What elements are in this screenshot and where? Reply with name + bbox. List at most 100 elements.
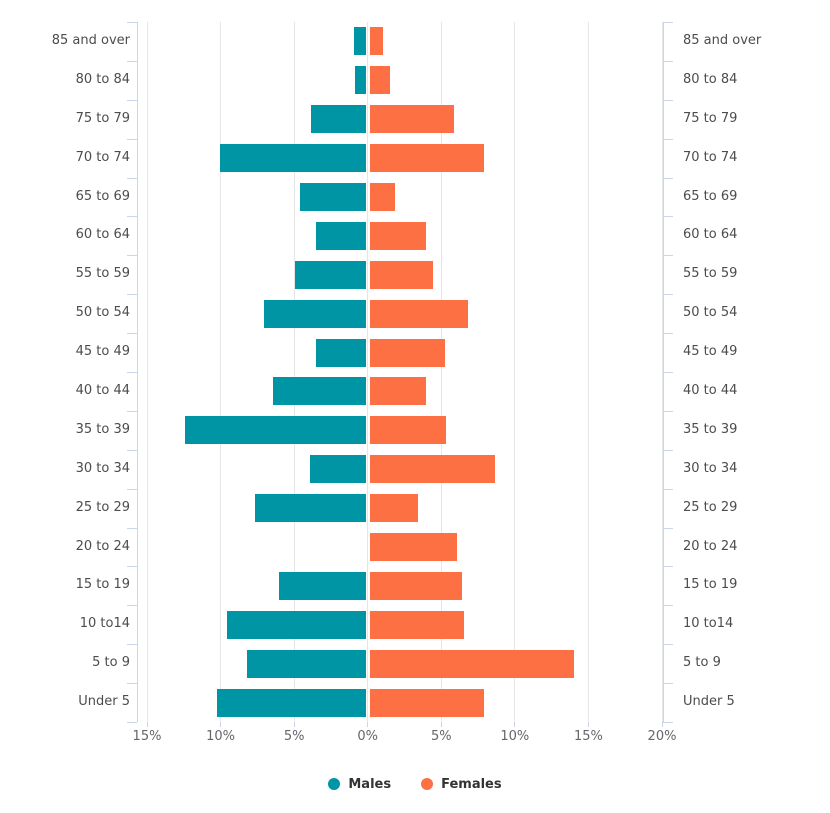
bar-females-30-to-34[interactable] — [369, 455, 495, 484]
category-axis-tick-left — [127, 488, 137, 490]
bar-females-25-to-29[interactable] — [369, 494, 419, 523]
y-axis-label-left: 30 to 34 — [75, 460, 130, 476]
category-axis-tick-left — [127, 566, 137, 568]
x-axis-tick-mark — [514, 722, 516, 727]
bar-females-35-to-39[interactable] — [369, 416, 447, 445]
bar-females-5-to-9[interactable] — [369, 649, 575, 678]
bar-males-75-to-79[interactable] — [311, 105, 366, 134]
category-axis-tick-right — [663, 255, 673, 257]
y-axis-label-left: 55 to 59 — [75, 266, 130, 282]
y-axis-label-left: 70 to 74 — [75, 149, 130, 165]
y-axis-label-left: 5 to 9 — [92, 655, 130, 671]
x-axis-tick-mark — [220, 722, 222, 727]
category-axis-tick-right — [663, 449, 673, 451]
gridline — [146, 22, 148, 722]
category-axis-tick-right — [663, 488, 673, 490]
category-axis-tick-right — [663, 177, 673, 179]
category-axis-tick-right — [663, 605, 673, 607]
gridline — [661, 22, 663, 722]
y-axis-label-left: 75 to 79 — [75, 110, 130, 126]
category-axis-tick-right — [663, 22, 673, 23]
bar-females-15-to-19[interactable] — [369, 571, 463, 600]
x-axis-tick-mark — [587, 722, 589, 727]
bar-females-60-to-64[interactable] — [369, 221, 426, 250]
bar-males-40-to-44[interactable] — [273, 377, 366, 406]
y-axis-label-right: 45 to 49 — [683, 344, 738, 360]
y-axis-label-right: 20 to 24 — [683, 538, 738, 554]
gridline — [293, 22, 295, 722]
y-axis-label-left: 35 to 39 — [75, 421, 130, 437]
y-axis-label-right: 70 to 74 — [683, 149, 738, 165]
category-axis-tick-right — [663, 527, 673, 529]
y-axis-label-right: 10 to14 — [683, 616, 734, 632]
category-axis-tick-right — [663, 60, 673, 62]
legend-item-females[interactable]: Females — [421, 777, 502, 792]
bar-males-5-to-9[interactable] — [246, 649, 366, 678]
chart-legend: Males Females — [0, 772, 830, 796]
bar-males-50-to-54[interactable] — [264, 299, 366, 328]
bar-females-70-to-74[interactable] — [369, 144, 485, 173]
bar-males-45-to-49[interactable] — [315, 338, 366, 367]
bar-females-10-to14[interactable] — [369, 610, 464, 639]
bar-males-10-to14[interactable] — [227, 610, 366, 639]
bar-males-25-to-29[interactable] — [255, 494, 366, 523]
category-axis-tick-right — [663, 644, 673, 646]
x-axis-tick-mark — [661, 722, 663, 727]
y-axis-label-right: 65 to 69 — [683, 188, 738, 204]
category-axis-tick-right — [663, 216, 673, 218]
y-axis-label-left: 10 to14 — [79, 616, 130, 632]
y-axis-label-right: 50 to 54 — [683, 305, 738, 321]
bar-males-70-to-74[interactable] — [220, 144, 366, 173]
gridline — [440, 22, 442, 722]
x-axis-tick-label: 15% — [573, 729, 603, 744]
x-axis-tick-mark — [367, 722, 369, 727]
category-axis-tick-left — [127, 99, 137, 101]
x-axis-tick-mark — [440, 722, 442, 727]
y-axis-label-left: 15 to 19 — [75, 577, 130, 593]
legend-item-males[interactable]: Males — [328, 777, 391, 792]
category-axis-tick-left — [127, 138, 137, 140]
bar-males-80-to-84[interactable] — [355, 66, 366, 95]
bar-males-15-to-19[interactable] — [278, 571, 366, 600]
y-axis-label-right: 5 to 9 — [683, 655, 721, 671]
category-axis-tick-right — [663, 722, 673, 723]
x-axis-tick-label: 5% — [430, 729, 452, 744]
y-axis-label-left: 45 to 49 — [75, 344, 130, 360]
bar-females-65-to-69[interactable] — [369, 183, 395, 211]
category-axis-tick-left — [127, 449, 137, 451]
bar-females-80-to-84[interactable] — [369, 66, 391, 95]
y-axis-label-right: 80 to 84 — [683, 71, 738, 87]
bar-females-45-to-49[interactable] — [369, 338, 445, 367]
y-axis-label-right: 35 to 39 — [683, 421, 738, 437]
y-axis-label-right: 15 to 19 — [683, 577, 738, 593]
y-axis-label-left: Under 5 — [78, 694, 130, 710]
bar-males-under-5[interactable] — [217, 688, 366, 717]
bar-females-40-to-44[interactable] — [369, 377, 426, 406]
females-legend-label: Females — [441, 776, 502, 792]
bar-males-85-and-over[interactable] — [353, 27, 366, 56]
bar-females-under-5[interactable] — [369, 688, 485, 717]
bar-females-75-to-79[interactable] — [369, 105, 454, 134]
category-axis-tick-right — [663, 294, 673, 296]
x-axis-tick-label: 0% — [357, 729, 379, 744]
bar-males-60-to-64[interactable] — [315, 221, 366, 250]
y-axis-label-left: 25 to 29 — [75, 499, 130, 515]
category-axis-tick-right — [663, 410, 673, 412]
bar-males-65-to-69[interactable] — [299, 183, 366, 211]
bar-males-55-to-59[interactable] — [295, 260, 366, 289]
category-axis-tick-left — [127, 683, 137, 685]
bar-females-50-to-54[interactable] — [369, 299, 469, 328]
bar-females-55-to-59[interactable] — [369, 260, 433, 289]
bar-females-20-to-24[interactable] — [369, 533, 457, 561]
bar-males-30-to-34[interactable] — [309, 455, 366, 484]
category-axis-tick-left — [127, 22, 137, 23]
category-axis-tick-right — [663, 99, 673, 101]
category-axis-tick-left — [127, 177, 137, 179]
y-axis-label-right: 25 to 29 — [683, 499, 738, 515]
bar-females-85-and-over[interactable] — [369, 27, 383, 56]
bar-males-35-to-39[interactable] — [184, 416, 366, 445]
category-axis-tick-right — [663, 566, 673, 568]
category-axis-tick-left — [127, 333, 137, 335]
y-axis-label-right: 30 to 34 — [683, 460, 738, 476]
